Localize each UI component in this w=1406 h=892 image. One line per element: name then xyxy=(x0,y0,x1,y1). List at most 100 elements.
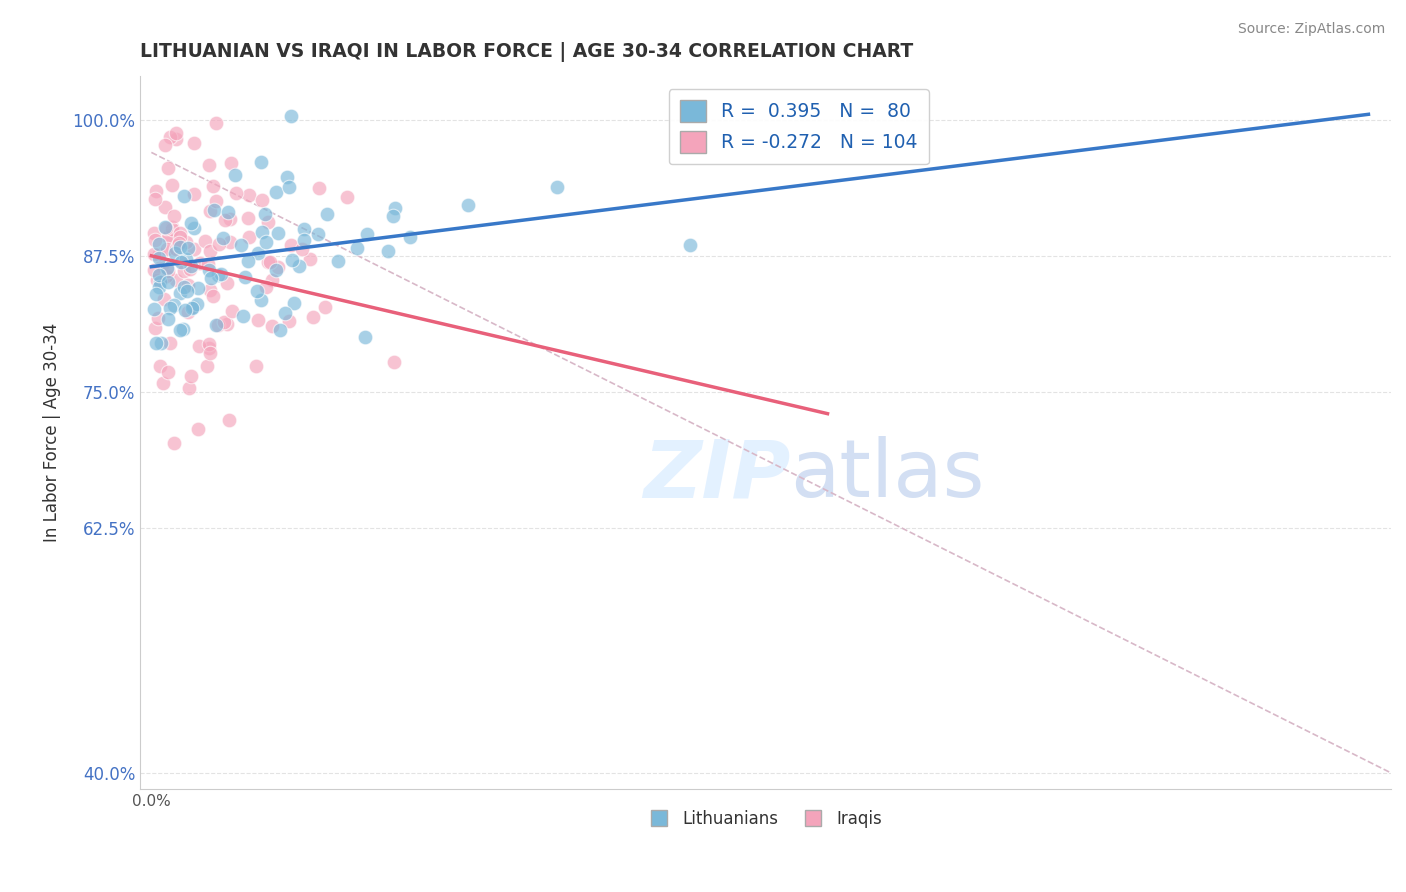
Point xyxy=(165,245,187,260)
Point xyxy=(238,230,260,244)
Point xyxy=(214,212,236,227)
Point xyxy=(399,229,422,244)
Point xyxy=(174,252,197,266)
Point xyxy=(247,313,270,327)
Point xyxy=(238,254,260,268)
Point xyxy=(146,311,169,326)
Point xyxy=(150,258,173,272)
Point xyxy=(274,306,297,320)
Point xyxy=(215,318,238,332)
Point xyxy=(156,161,179,175)
Point xyxy=(183,187,205,202)
Point xyxy=(148,247,170,261)
Point xyxy=(245,359,267,374)
Point xyxy=(149,335,172,350)
Point xyxy=(176,285,198,299)
Point xyxy=(169,286,191,301)
Point xyxy=(236,211,259,226)
Point xyxy=(152,292,174,306)
Point xyxy=(172,256,194,270)
Point xyxy=(277,180,299,194)
Point xyxy=(202,203,225,218)
Point xyxy=(264,185,287,199)
Point xyxy=(155,268,177,283)
Point xyxy=(187,422,209,436)
Point xyxy=(259,255,281,269)
Point xyxy=(165,126,187,140)
Point xyxy=(316,207,339,221)
Point xyxy=(209,267,232,281)
Point xyxy=(163,209,186,223)
Point xyxy=(157,230,180,244)
Point xyxy=(183,136,205,151)
Point xyxy=(148,280,170,294)
Point xyxy=(215,276,238,290)
Point xyxy=(180,369,202,384)
Point xyxy=(212,231,235,245)
Point xyxy=(257,255,280,269)
Point xyxy=(280,238,302,252)
Point xyxy=(217,205,239,219)
Point xyxy=(163,435,186,450)
Point xyxy=(145,185,167,199)
Point xyxy=(183,220,205,235)
Point xyxy=(142,263,165,277)
Point xyxy=(153,200,176,214)
Point xyxy=(165,273,187,287)
Point xyxy=(143,192,166,206)
Point xyxy=(160,220,183,235)
Point xyxy=(195,359,218,373)
Point xyxy=(232,309,254,323)
Point xyxy=(159,301,181,315)
Point xyxy=(250,154,273,169)
Point xyxy=(225,186,247,200)
Point xyxy=(205,318,228,332)
Point xyxy=(173,263,195,277)
Legend: Lithuanians, Iraqis: Lithuanians, Iraqis xyxy=(643,803,889,834)
Point xyxy=(269,323,291,337)
Point xyxy=(156,242,179,256)
Point xyxy=(246,284,269,298)
Point xyxy=(149,275,172,289)
Point xyxy=(163,298,186,312)
Point xyxy=(160,222,183,236)
Point xyxy=(180,260,202,274)
Point xyxy=(148,268,170,282)
Point xyxy=(238,188,260,202)
Point xyxy=(145,335,167,350)
Point xyxy=(307,227,329,241)
Point xyxy=(200,283,222,297)
Point xyxy=(183,242,205,256)
Point xyxy=(148,236,170,251)
Point xyxy=(205,194,228,208)
Point xyxy=(197,336,219,351)
Point xyxy=(292,233,315,247)
Point xyxy=(208,237,231,252)
Point xyxy=(146,268,169,282)
Point xyxy=(346,241,368,255)
Y-axis label: In Labor Force | Age 30-34: In Labor Force | Age 30-34 xyxy=(44,323,60,542)
Point xyxy=(277,314,299,328)
Point xyxy=(264,263,287,277)
Point xyxy=(177,278,200,293)
Point xyxy=(291,242,314,256)
Point xyxy=(187,281,209,295)
Point xyxy=(384,201,406,215)
Point xyxy=(276,169,298,184)
Point xyxy=(229,238,252,252)
Point xyxy=(292,221,315,235)
Point xyxy=(160,178,183,192)
Point xyxy=(212,315,235,329)
Point xyxy=(260,273,283,287)
Point xyxy=(299,252,322,266)
Point xyxy=(546,180,568,194)
Point xyxy=(180,216,202,230)
Point xyxy=(218,413,240,427)
Point xyxy=(204,116,226,130)
Point xyxy=(169,229,191,244)
Point xyxy=(174,302,197,317)
Point xyxy=(197,262,219,277)
Point xyxy=(173,280,195,294)
Point xyxy=(169,226,191,240)
Point xyxy=(382,355,405,369)
